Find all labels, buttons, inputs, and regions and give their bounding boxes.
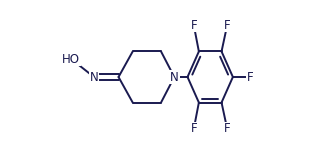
Text: N: N	[170, 71, 179, 83]
Text: F: F	[247, 71, 253, 83]
Text: HO: HO	[62, 53, 80, 66]
Text: F: F	[191, 122, 197, 136]
Text: F: F	[191, 18, 197, 32]
Text: N: N	[89, 71, 98, 83]
Text: F: F	[224, 18, 231, 32]
Text: F: F	[224, 122, 231, 136]
